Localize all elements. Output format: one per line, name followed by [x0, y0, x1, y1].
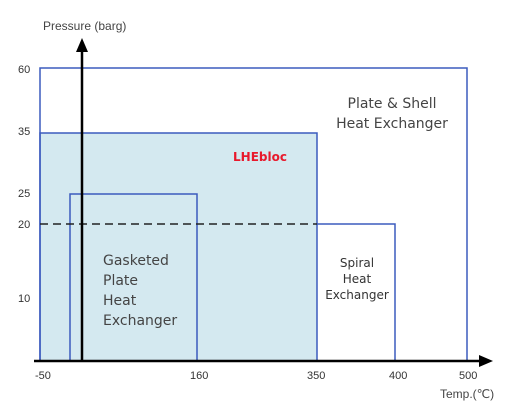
- plate-shell-label-line: Plate & Shell: [348, 96, 437, 112]
- spiral-label-line: Exchanger: [325, 288, 389, 302]
- y-tick-label: 20: [18, 219, 30, 231]
- x-tick-label: 350: [307, 370, 325, 382]
- y-tick-label: 25: [18, 188, 30, 200]
- x-tick-label: 400: [389, 370, 407, 382]
- y-axis-title: Pressure (barg): [43, 19, 126, 33]
- gasketed-label-line: Heat: [103, 293, 137, 309]
- y-tick-label: 10: [18, 293, 30, 305]
- x-axis-arrow-icon: [479, 355, 493, 367]
- gasketed-label-line: Exchanger: [103, 313, 177, 329]
- x-tick-label: -50: [35, 370, 51, 382]
- spiral-label-line: Spiral: [340, 256, 374, 270]
- spiral-label-line: Heat: [343, 272, 372, 286]
- x-axis-title: Temp.(℃): [440, 387, 494, 401]
- y-tick-label: 60: [18, 64, 30, 76]
- x-tick-label: 160: [190, 370, 208, 382]
- region-lhebloc: [39, 132, 318, 362]
- region-spiral: [317, 223, 396, 361]
- lhebloc-label: LHEbloc: [233, 150, 287, 164]
- y-tick-label: 35: [18, 126, 30, 138]
- x-tick-label: 500: [459, 370, 477, 382]
- gasketed-label-line: Gasketed: [103, 253, 169, 269]
- gasketed-label-line: Plate: [103, 273, 138, 289]
- y-axis-arrow-icon: [76, 38, 88, 52]
- plate-shell-label-line: Heat Exchanger: [336, 116, 448, 132]
